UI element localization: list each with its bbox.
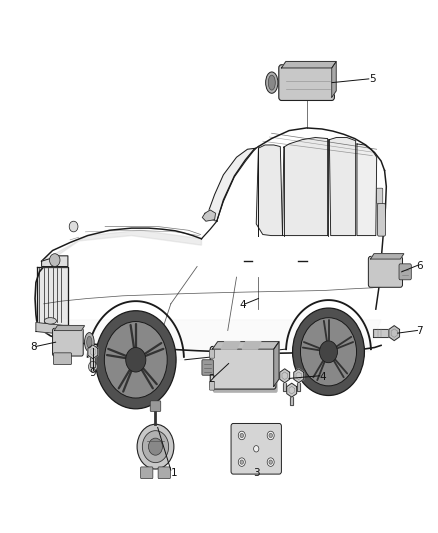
Circle shape xyxy=(137,424,174,469)
FancyBboxPatch shape xyxy=(399,264,411,280)
Polygon shape xyxy=(36,322,71,335)
Polygon shape xyxy=(212,342,279,349)
Text: 6: 6 xyxy=(416,261,423,271)
Circle shape xyxy=(69,221,78,232)
Polygon shape xyxy=(88,345,98,359)
Circle shape xyxy=(293,308,364,395)
Circle shape xyxy=(238,431,245,440)
Polygon shape xyxy=(287,383,297,397)
Circle shape xyxy=(240,433,244,438)
Polygon shape xyxy=(280,369,290,383)
Text: 9: 9 xyxy=(89,368,96,378)
FancyBboxPatch shape xyxy=(209,382,215,390)
FancyBboxPatch shape xyxy=(213,351,278,393)
FancyBboxPatch shape xyxy=(209,350,215,358)
FancyBboxPatch shape xyxy=(231,423,281,474)
FancyBboxPatch shape xyxy=(53,328,83,356)
Polygon shape xyxy=(37,266,68,325)
Circle shape xyxy=(49,254,60,266)
FancyBboxPatch shape xyxy=(53,353,71,365)
Polygon shape xyxy=(202,210,215,221)
Circle shape xyxy=(240,460,244,464)
Ellipse shape xyxy=(85,333,94,352)
Circle shape xyxy=(95,311,176,409)
Text: 5: 5 xyxy=(369,75,376,84)
Polygon shape xyxy=(242,342,261,349)
Circle shape xyxy=(88,361,97,372)
Text: 3: 3 xyxy=(253,468,260,478)
Circle shape xyxy=(238,458,245,466)
Polygon shape xyxy=(357,144,377,236)
FancyBboxPatch shape xyxy=(368,256,403,287)
Polygon shape xyxy=(207,148,256,221)
Ellipse shape xyxy=(87,336,92,348)
Ellipse shape xyxy=(44,318,57,324)
Polygon shape xyxy=(221,342,240,349)
Polygon shape xyxy=(332,62,336,97)
FancyBboxPatch shape xyxy=(158,467,170,479)
Circle shape xyxy=(267,431,274,440)
Circle shape xyxy=(104,321,167,398)
Polygon shape xyxy=(294,369,304,383)
Circle shape xyxy=(254,446,259,452)
Polygon shape xyxy=(371,254,404,259)
FancyBboxPatch shape xyxy=(202,360,213,375)
FancyBboxPatch shape xyxy=(150,401,161,411)
Polygon shape xyxy=(283,138,328,236)
Text: 8: 8 xyxy=(30,342,37,352)
Polygon shape xyxy=(389,326,399,341)
Polygon shape xyxy=(274,342,279,386)
Circle shape xyxy=(320,341,337,362)
FancyBboxPatch shape xyxy=(378,204,385,236)
Circle shape xyxy=(267,458,274,466)
Text: 4: 4 xyxy=(320,372,327,382)
Text: 1: 1 xyxy=(171,468,178,478)
Text: 2: 2 xyxy=(208,375,215,384)
Polygon shape xyxy=(256,145,283,236)
Ellipse shape xyxy=(268,75,275,90)
FancyBboxPatch shape xyxy=(279,64,334,100)
Circle shape xyxy=(269,460,272,464)
Polygon shape xyxy=(90,352,95,367)
Polygon shape xyxy=(54,326,85,330)
Polygon shape xyxy=(281,62,336,68)
Text: 7: 7 xyxy=(416,326,423,336)
Circle shape xyxy=(148,438,162,455)
Polygon shape xyxy=(283,383,286,391)
Polygon shape xyxy=(290,397,293,406)
Circle shape xyxy=(300,318,357,386)
FancyBboxPatch shape xyxy=(210,346,276,389)
FancyBboxPatch shape xyxy=(377,188,383,204)
Polygon shape xyxy=(329,138,356,236)
Polygon shape xyxy=(373,329,394,337)
Text: 4: 4 xyxy=(240,300,247,310)
FancyBboxPatch shape xyxy=(141,467,153,479)
Circle shape xyxy=(269,433,272,438)
Polygon shape xyxy=(42,230,201,266)
Polygon shape xyxy=(44,320,381,360)
Polygon shape xyxy=(297,383,300,391)
Circle shape xyxy=(142,431,169,463)
Ellipse shape xyxy=(265,72,278,93)
Circle shape xyxy=(126,348,146,372)
Polygon shape xyxy=(42,256,68,266)
